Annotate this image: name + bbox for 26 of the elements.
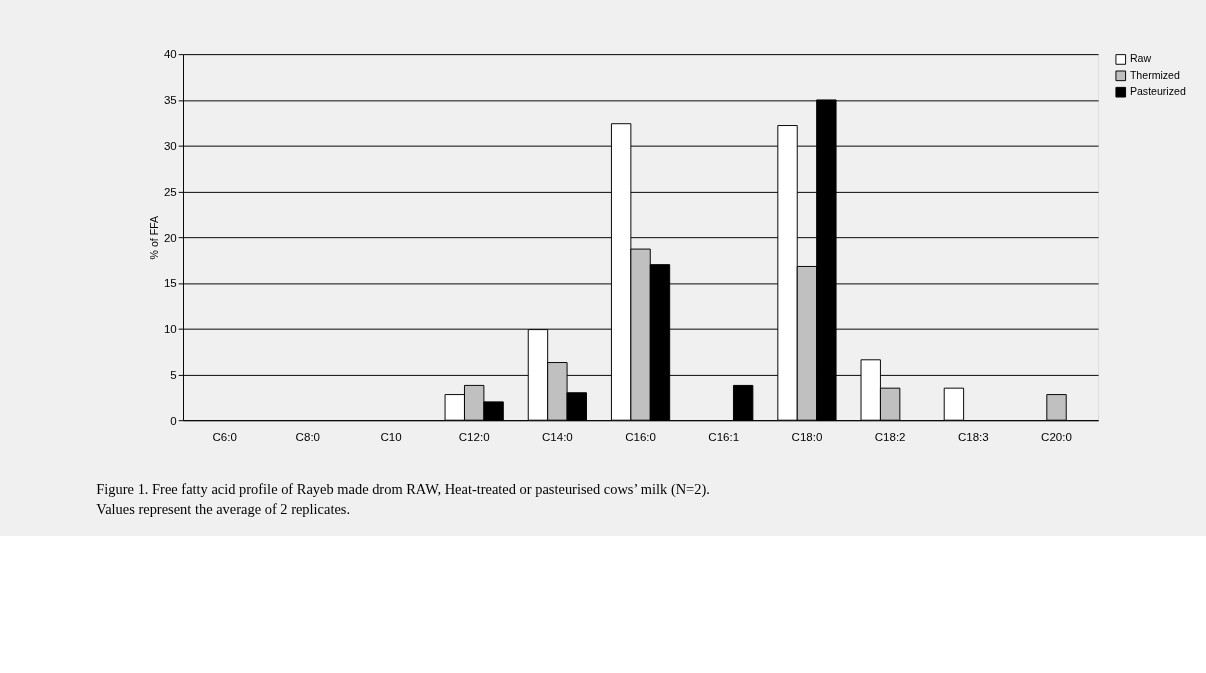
y-tick-label: 0 (170, 414, 177, 427)
x-tick-label: C16:1 (708, 430, 740, 443)
x-tick-label: C18:2 (874, 430, 906, 443)
x-tick-label: C14:0 (541, 430, 573, 443)
y-tick-label: 10 (163, 323, 177, 336)
x-tick-label: C16:0 (625, 430, 656, 443)
y-tick-label: 40 (163, 48, 177, 61)
x-tick-label: C20:0 (1041, 430, 1072, 443)
y-tick-label: 25 (163, 185, 177, 198)
y-tick-label: 35 (163, 94, 177, 107)
x-tick-label: C18:0 (791, 430, 823, 443)
x-tick-label: C12:0 (458, 430, 490, 443)
y-tick-label: 15 (163, 277, 177, 290)
x-tick-label: C18:3 (957, 430, 989, 443)
y-tick-label: 20 (163, 231, 177, 244)
y-axis-title: % of FFA (148, 214, 161, 260)
y-tick-label: 30 (163, 140, 177, 152)
y-tick-label: 5 (170, 368, 177, 381)
legend-label: Raw (1129, 52, 1152, 65)
caption: Figure 1. Free fatty acid profile of Rayeb made drom RAW, Heat-treated or pasteurised cows’ milk (N=2). (96, 481, 710, 499)
x-tick-label: C8:0 (295, 430, 320, 443)
x-tick-label: C6:0 (212, 430, 237, 443)
legend-label: Thermized (1129, 68, 1180, 81)
x-tick-label: C10 (380, 430, 402, 443)
text: Values represent the average of 2 replicates. (96, 500, 351, 517)
legend-label: Pasteurized (1129, 85, 1186, 98)
